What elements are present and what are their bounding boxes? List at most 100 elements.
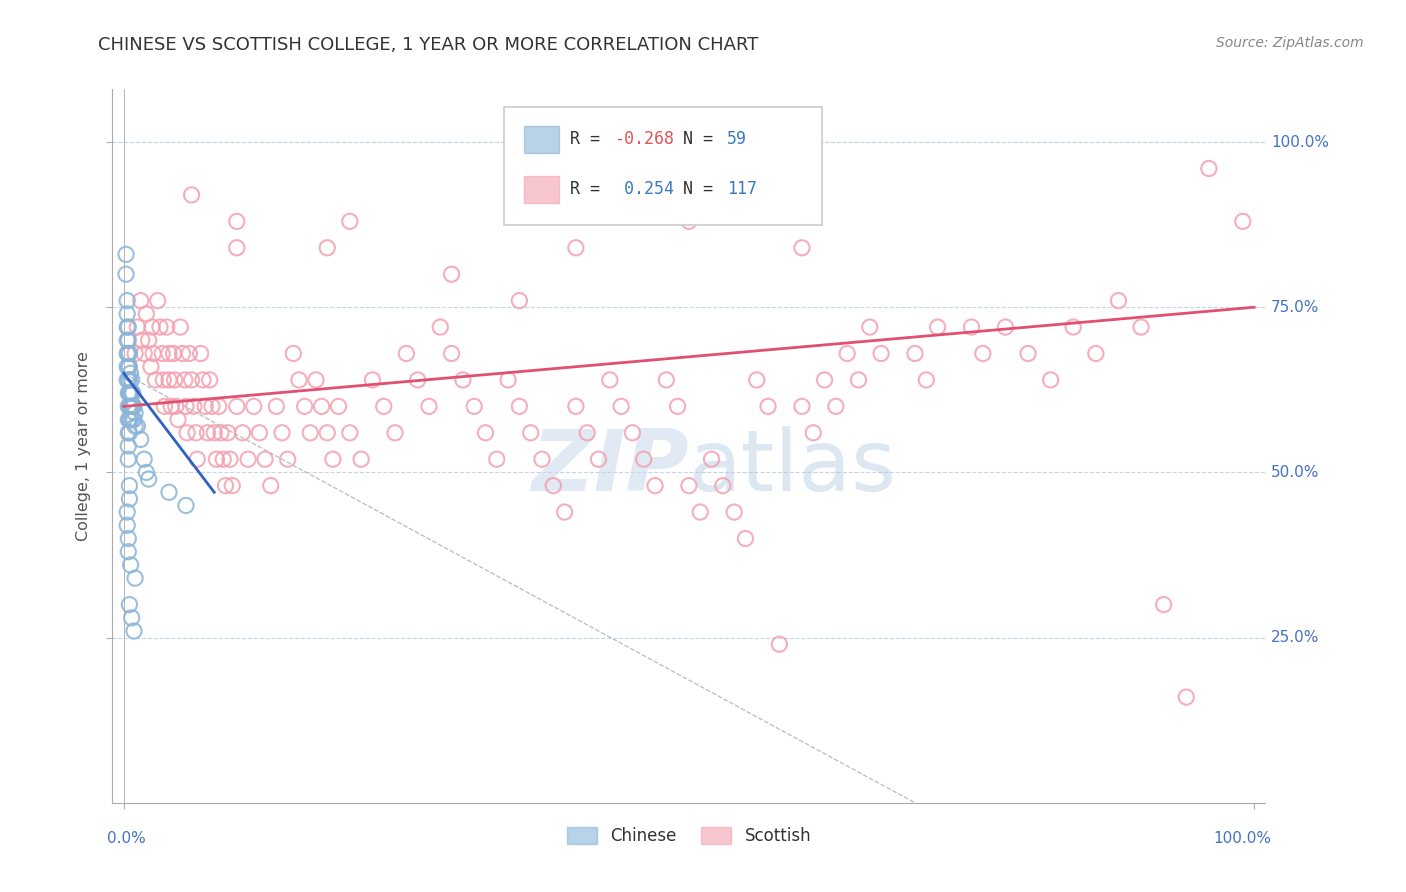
Point: [700, 452, 723, 467]
Point: [121, 386, 143, 401]
Point: [440, 267, 463, 281]
Point: [150, 346, 173, 360]
Text: 25.0%: 25.0%: [1271, 630, 1320, 645]
Point: [723, 505, 745, 519]
Point: [157, 485, 180, 500]
Point: [406, 373, 429, 387]
Point: [117, 359, 139, 374]
Point: [236, 452, 259, 467]
Text: 100.0%: 100.0%: [1271, 135, 1329, 150]
Point: [179, 346, 201, 360]
Point: [190, 346, 212, 360]
Point: [508, 293, 530, 308]
Text: 59: 59: [727, 130, 747, 148]
Point: [588, 452, 610, 467]
Point: [219, 452, 242, 467]
Point: [117, 333, 139, 347]
Point: [339, 425, 361, 440]
Point: [373, 400, 395, 414]
Point: [790, 241, 813, 255]
Point: [117, 373, 139, 387]
Point: [350, 452, 373, 467]
Point: [711, 478, 734, 492]
Point: [174, 400, 197, 414]
Point: [169, 320, 191, 334]
Point: [678, 214, 700, 228]
Point: [115, 505, 138, 519]
Point: [904, 346, 927, 360]
Point: [322, 452, 344, 467]
Text: N =: N =: [683, 180, 723, 198]
Point: [118, 346, 141, 360]
Point: [283, 346, 305, 360]
Point: [173, 373, 195, 387]
Point: [118, 386, 141, 401]
Point: [1175, 690, 1198, 704]
Point: [231, 425, 253, 440]
Point: [127, 320, 149, 334]
Point: [870, 346, 893, 360]
Text: 100.0%: 100.0%: [1213, 831, 1271, 847]
Point: [180, 373, 202, 387]
Point: [118, 386, 141, 401]
Point: [117, 386, 139, 401]
Text: ZIP: ZIP: [531, 425, 689, 509]
Point: [118, 373, 141, 387]
Point: [288, 373, 311, 387]
Point: [418, 400, 440, 414]
Point: [790, 400, 813, 414]
Point: [225, 214, 247, 228]
Point: [1084, 346, 1107, 360]
Point: [115, 320, 138, 334]
Point: [734, 532, 756, 546]
Point: [1198, 161, 1220, 176]
Point: [429, 320, 451, 334]
Point: [186, 452, 208, 467]
Point: [162, 346, 184, 360]
Point: [115, 247, 138, 261]
Point: [554, 505, 576, 519]
Point: [621, 425, 644, 440]
Point: [115, 293, 138, 308]
Point: [157, 346, 180, 360]
Point: [266, 400, 288, 414]
Point: [328, 400, 350, 414]
Point: [1130, 320, 1153, 334]
Point: [277, 452, 299, 467]
Point: [146, 293, 169, 308]
Point: [120, 367, 142, 381]
Point: [115, 307, 138, 321]
Point: [205, 452, 228, 467]
Point: [768, 637, 790, 651]
Point: [118, 491, 141, 506]
Point: [142, 346, 165, 360]
Y-axis label: College, 1 year or more: College, 1 year or more: [76, 351, 91, 541]
Point: [139, 359, 162, 374]
Point: [149, 320, 172, 334]
Point: [121, 373, 143, 387]
Point: [129, 293, 152, 308]
Point: [463, 400, 485, 414]
Point: [214, 478, 236, 492]
Legend: Chinese, Scottish: Chinese, Scottish: [560, 820, 818, 852]
Point: [212, 452, 235, 467]
Point: [316, 241, 339, 255]
Point: [157, 373, 180, 387]
Point: [115, 346, 138, 360]
Point: [117, 439, 139, 453]
Text: R =: R =: [571, 180, 610, 198]
Point: [496, 373, 519, 387]
Point: [118, 359, 141, 374]
Point: [813, 373, 835, 387]
Point: [129, 433, 152, 447]
Point: [440, 346, 463, 360]
Text: atlas: atlas: [689, 425, 897, 509]
Point: [242, 400, 264, 414]
Point: [180, 188, 202, 202]
Point: [254, 452, 277, 467]
Point: [115, 359, 138, 374]
Point: [124, 346, 146, 360]
Text: Source: ZipAtlas.com: Source: ZipAtlas.com: [1216, 36, 1364, 50]
FancyBboxPatch shape: [524, 177, 558, 203]
Point: [127, 419, 149, 434]
